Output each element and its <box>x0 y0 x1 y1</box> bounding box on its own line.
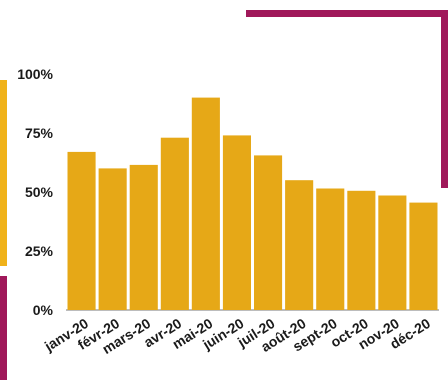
bar-avr-20 <box>160 137 189 310</box>
bar-oct-20 <box>347 190 376 310</box>
decorative-top-bar <box>246 10 448 17</box>
bar-janv-20 <box>67 151 96 310</box>
decorative-left-gold-bar <box>0 80 7 266</box>
bar-juil-20 <box>254 155 283 310</box>
bar-nov-20 <box>378 195 407 310</box>
bar-sept-20 <box>316 188 345 310</box>
decorative-left-magenta-bar <box>0 276 7 380</box>
x-axis-labels: janv-20févr-20mars-20avr-20mai-20juin-20… <box>41 315 433 357</box>
bar-mars-20 <box>129 164 158 310</box>
y-tick-label: 50% <box>25 184 54 200</box>
y-tick-label: 100% <box>17 66 53 82</box>
bar-févr-20 <box>98 168 127 310</box>
bar-déc-20 <box>409 202 438 310</box>
decorative-right-bar <box>441 10 448 188</box>
bar-juin-20 <box>222 135 251 310</box>
bar-août-20 <box>285 180 314 310</box>
y-axis-labels: 0% 25% 50% 75% 100% <box>17 66 53 318</box>
bars <box>67 97 438 310</box>
y-tick-label: 0% <box>33 302 54 318</box>
y-tick-label: 75% <box>25 125 54 141</box>
y-tick-label: 25% <box>25 243 54 259</box>
bar-mai-20 <box>191 97 220 310</box>
